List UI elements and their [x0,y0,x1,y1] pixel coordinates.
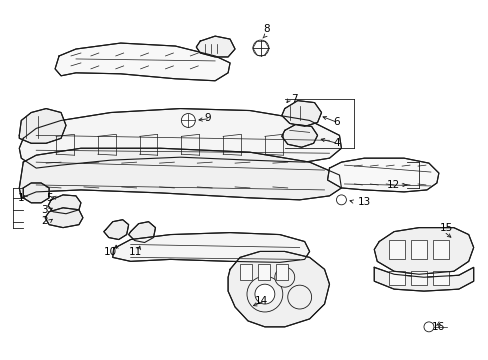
Bar [275,264,287,280]
Bar [432,239,448,260]
Text: 8: 8 [263,24,270,34]
Text: 11: 11 [129,247,142,257]
Circle shape [252,40,268,56]
Polygon shape [281,100,321,126]
Text: 15: 15 [439,222,452,233]
Text: 16: 16 [431,322,445,332]
Polygon shape [19,109,66,143]
Text: 7: 7 [291,94,297,104]
Text: 6: 6 [332,117,339,127]
Polygon shape [23,183,49,203]
Polygon shape [227,251,329,327]
Circle shape [336,195,346,205]
Polygon shape [327,158,438,192]
Text: 3: 3 [41,205,47,215]
Polygon shape [196,36,235,57]
Circle shape [181,113,195,127]
Bar [432,271,448,285]
Polygon shape [55,43,230,81]
Polygon shape [113,233,309,262]
Polygon shape [48,195,81,214]
Bar [257,264,269,280]
Polygon shape [45,208,83,228]
Bar [388,271,404,285]
Bar [410,239,426,260]
Text: 4: 4 [332,138,339,148]
Bar [388,239,404,260]
Bar [410,271,426,285]
Text: 9: 9 [203,113,210,123]
Text: 2: 2 [41,216,47,226]
Polygon shape [373,228,473,274]
Circle shape [274,267,294,287]
Circle shape [246,276,282,312]
Polygon shape [281,125,317,147]
Text: 1: 1 [18,193,24,203]
Polygon shape [19,109,341,168]
Circle shape [423,322,433,332]
Text: 5: 5 [46,193,52,203]
Text: 12: 12 [386,180,399,190]
Text: 14: 14 [255,296,268,306]
Polygon shape [128,222,155,243]
Polygon shape [103,220,128,239]
Text: 10: 10 [104,247,117,257]
Polygon shape [19,148,341,200]
Bar [240,264,251,280]
Text: 13: 13 [357,197,370,207]
Circle shape [254,284,274,304]
Circle shape [287,285,311,309]
Polygon shape [373,267,473,291]
